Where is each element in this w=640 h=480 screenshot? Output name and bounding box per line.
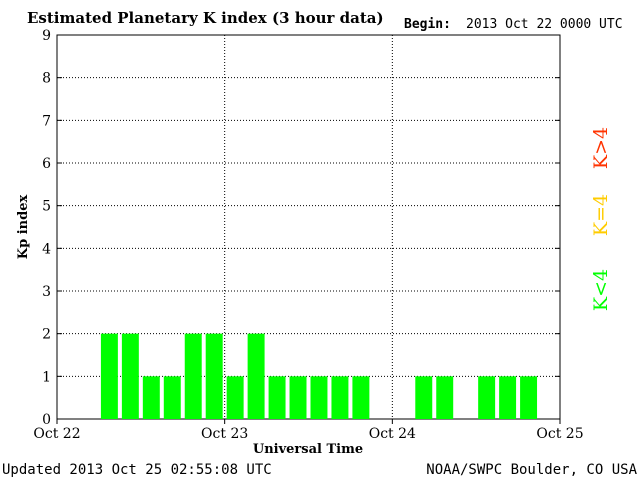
kp-bar [436,376,454,419]
kp-bar [331,376,349,419]
x-tick-label: Oct 23 [201,426,248,442]
y-tick-label: 7 [42,113,51,129]
kp-bar [142,376,160,419]
begin-value: 2013 Oct 22 0000 UTC [466,17,623,32]
y-tick-label: 5 [42,199,51,215]
kp-bar [499,376,517,419]
x-axis-ticks: Oct 22 Oct 23 Oct 24 Oct 25 [33,419,584,442]
legend-k-less-4: K<4 [590,269,612,311]
y-tick-label: 8 [42,71,51,87]
y-tick-label: 0 [42,412,51,428]
kp-bar [121,333,139,419]
x-tick-label: Oct 25 [536,426,583,442]
kp-bar [163,376,181,419]
x-axis-label: Universal Time [253,442,363,457]
x-tick-label: Oct 24 [369,426,416,442]
source-credit: NOAA/SWPC Boulder, CO USA [426,462,637,478]
kp-bar [184,333,202,419]
kp-bar [205,333,223,419]
y-tick-label: 6 [42,156,51,172]
x-tick-label: Oct 22 [33,426,80,442]
y-tick-label: 2 [42,327,51,343]
y-axis-ticks: 0 1 2 3 4 5 6 7 8 9 [42,28,560,428]
y-tick-label: 3 [42,284,51,300]
y-tick-label: 4 [42,241,51,257]
updated-timestamp: Updated 2013 Oct 25 02:55:08 UTC [2,462,272,478]
begin-label: Begin: [404,17,451,32]
y-tick-label: 9 [42,28,51,44]
kp-bar [352,376,370,419]
y-tick-label: 1 [42,369,51,385]
legend-k-greater-4: K>4 [590,127,612,169]
kp-bar [478,376,496,419]
kp-bar [520,376,538,419]
kp-bar [247,333,265,419]
y-axis-label: Kp index [16,195,31,260]
grid-lines [57,35,560,419]
plot-area: 0 1 2 3 4 5 6 7 8 9 Oct 22 Oct 23 Oct 24 Oct 25 [33,28,583,442]
kp-bar [310,376,328,419]
legend-k-equals-4: K=4 [590,194,612,236]
kp-bar [289,376,307,419]
plot-frame [56,34,561,420]
kp-bar [268,376,286,419]
bar-series [100,333,538,419]
chart-title: Estimated Planetary K index (3 hour data… [27,9,384,27]
kp-bar [100,333,118,419]
kp-bar [226,376,244,419]
kp-bar [415,376,433,419]
